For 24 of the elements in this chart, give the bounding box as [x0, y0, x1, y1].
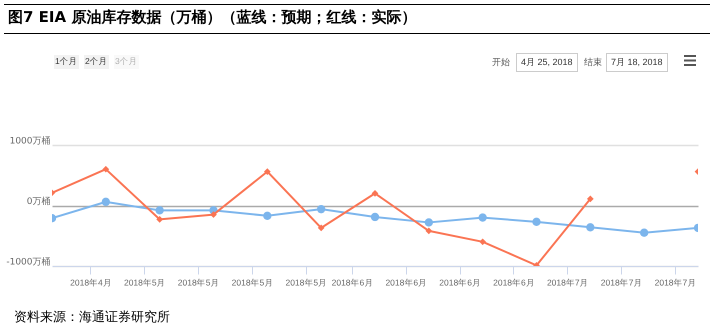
x-tick-label: 2018年6月 — [385, 278, 428, 288]
x-tick-label: 2018年4月 — [70, 278, 112, 288]
text: 开始 — [492, 57, 510, 69]
text: 1个月 — [54, 55, 79, 69]
x-tick-label: 2018年6月 — [439, 278, 481, 288]
text: 7月 18, 2018 — [606, 53, 668, 72]
x-tick-label: 2018年5月 — [232, 278, 274, 288]
x-tick-label: 2018年5月 — [124, 278, 166, 288]
x-tick-label: 2018年6月 — [332, 278, 374, 288]
y-tick-label: 1000万桶 — [10, 136, 50, 146]
text: 资料来源：海通证券研究所 — [14, 309, 170, 326]
y-tick-label: 0万桶 — [26, 196, 50, 207]
x-tick-label: 2018年7月 — [600, 278, 642, 288]
x-tick-label: 2018年7月 — [654, 278, 696, 288]
y-tick-label: -1000万桶 — [6, 256, 50, 268]
x-tick-label: 2018年7月 — [546, 278, 589, 288]
text: 4月 25, 2018 — [516, 53, 578, 72]
x-tick-label: 2018年5月 — [178, 278, 220, 288]
x-tick-label: 2018年5月 — [285, 278, 328, 288]
x-tick-label: 2018年6月 — [493, 278, 535, 288]
text: 3个月 — [114, 55, 139, 69]
chart-title: 图7 EIA 原油库存数据（万桶）（蓝线：预期；红线：实际） — [8, 8, 416, 27]
text: 2个月 — [84, 55, 109, 69]
text: 结束 — [584, 56, 602, 69]
